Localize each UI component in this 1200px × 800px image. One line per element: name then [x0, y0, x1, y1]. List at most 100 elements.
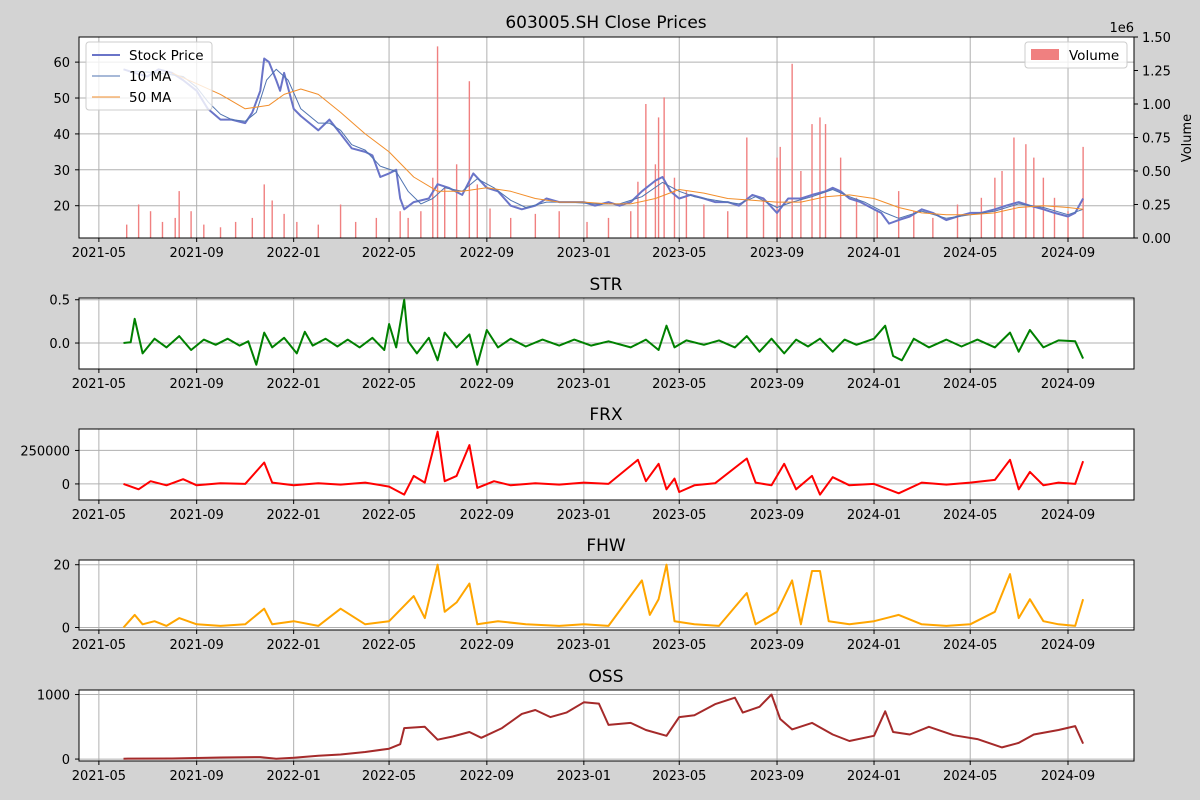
y2-tick-label: 0.00 — [1142, 232, 1171, 247]
panel-frx-xticks: 2021-05 2021-09 2022-01 2022-05 2022-09 2023-… — [72, 500, 1095, 523]
y-tick-label: 250000 — [20, 444, 70, 459]
volume-bar — [913, 211, 915, 238]
volume-bar — [776, 157, 778, 238]
x-tick-label: 2021-09 — [169, 508, 223, 523]
volume-bar — [509, 217, 512, 238]
x-tick-label: 2023-01 — [557, 508, 611, 523]
frx-line — [123, 430, 1085, 496]
x-tick-label: 2022-01 — [266, 769, 320, 784]
x-tick-label: 2023-05 — [652, 638, 706, 653]
panel-price-xticks: 2021-05 2021-09 2022-01 2022-05 2022-09 2023-… — [72, 238, 1095, 261]
x-tick-label: 2022-05 — [362, 377, 416, 392]
x-tick-label: 2024-09 — [1041, 377, 1095, 392]
y-tick-label: 0.0 — [49, 337, 70, 352]
x-tick-label: 2021-05 — [72, 377, 126, 392]
panel-oss-frame — [78, 689, 1135, 762]
panel-fhw-xticks: 2021-05 2021-09 2022-01 2022-05 2022-09 2023-… — [72, 630, 1095, 653]
x-tick-label: 2023-09 — [750, 377, 804, 392]
panel-str-frame — [78, 297, 1135, 370]
volume-bar — [407, 217, 409, 238]
y2-tick-label: 0.75 — [1142, 132, 1171, 147]
volume-bar — [339, 204, 342, 238]
panel-price-y2-label: Volume — [1180, 114, 1195, 162]
x-tick-label: 2023-01 — [557, 638, 611, 653]
50-ma-line — [171, 72, 1084, 216]
y-tick-label: 50 — [53, 92, 70, 107]
panel-price-y2ticks: 0.00 0.25 0.50 0.75 1.00 1.25 1.50 — [1134, 31, 1171, 247]
y2-tick-label: 0.50 — [1142, 165, 1171, 180]
y-tick-label: 0 — [62, 753, 70, 768]
volume-bar — [126, 224, 128, 238]
volume-bar — [468, 81, 471, 238]
x-tick-label: 2021-09 — [169, 769, 223, 784]
volume-bar — [1001, 171, 1003, 238]
volume-bar — [375, 217, 378, 238]
volume-bar — [994, 177, 996, 238]
volume-bar — [746, 137, 748, 238]
panel-oss-xticks: 2021-05 2021-09 2022-01 2022-05 2022-09 2023-… — [72, 761, 1095, 784]
volume-bar — [296, 221, 298, 238]
legend-label-volume: Volume — [1069, 48, 1119, 64]
volume-bar — [178, 191, 180, 238]
volume-bar — [1067, 211, 1069, 238]
x-tick-label: 2024-05 — [943, 638, 997, 653]
x-tick-label: 2024-01 — [847, 377, 901, 392]
volume-bar — [1025, 144, 1027, 238]
y-tick-label: 20 — [53, 200, 70, 215]
y-tick-label: 30 — [53, 164, 70, 179]
y-tick-label: 20 — [53, 559, 70, 574]
x-tick-label: 2022-05 — [362, 769, 416, 784]
x-tick-label: 2021-09 — [169, 246, 223, 261]
str-line — [123, 298, 1085, 366]
fhw-line — [122, 563, 1085, 629]
volume-bar — [1082, 146, 1084, 238]
legend-right: Volume — [1024, 41, 1128, 69]
panel-oss-yticks: 0 1000 — [37, 689, 79, 768]
volume-bar — [476, 184, 479, 238]
panel-fhw-frame — [78, 559, 1135, 631]
volume-bar — [219, 227, 222, 238]
volume-bar — [791, 63, 793, 238]
panel-price-bars — [126, 46, 1084, 238]
volume-bar — [489, 208, 491, 238]
volume-bar — [762, 197, 765, 238]
legend-label-10-ma: 10 MA — [129, 69, 172, 85]
x-tick-label: 2024-05 — [943, 769, 997, 784]
panel-fhw-yticks: 0 20 — [53, 559, 79, 636]
volume-bar — [876, 211, 878, 238]
panel-oss-title: OSS — [589, 667, 624, 687]
y-tick-label: 0 — [62, 621, 70, 636]
panel-fhw-lines — [122, 563, 1085, 629]
y-tick-label: 0.5 — [49, 294, 70, 309]
oss-line — [123, 693, 1085, 760]
panel-oss-lines — [123, 693, 1085, 760]
panel-str-grid — [79, 298, 1134, 369]
legend-right-box — [1024, 41, 1128, 69]
panel-fhw: 2021-05 2021-09 2022-01 2022-05 2022-09 2023-… — [53, 536, 1135, 653]
volume-bar — [932, 217, 934, 238]
y-tick-label: 0 — [62, 478, 70, 493]
volume-bar — [657, 117, 660, 238]
y-tick-label: 1000 — [37, 689, 70, 704]
x-tick-label: 2021-09 — [169, 377, 223, 392]
x-tick-label: 2021-05 — [72, 638, 126, 653]
volume-bar — [534, 213, 537, 238]
volume-bar — [558, 211, 560, 238]
volume-bar — [1033, 157, 1035, 238]
panel-price-yticks: 20 30 40 50 60 — [53, 56, 79, 215]
volume-bar — [607, 217, 610, 238]
panel-str-lines — [123, 298, 1085, 366]
x-tick-label: 2023-05 — [652, 508, 706, 523]
volume-bar — [839, 157, 842, 238]
x-tick-label: 2022-05 — [362, 638, 416, 653]
volume-bar — [654, 164, 657, 238]
panel-oss-border — [78, 689, 1135, 762]
volume-bar — [956, 204, 959, 238]
x-tick-label: 2022-09 — [460, 769, 514, 784]
volume-bar — [1053, 197, 1056, 238]
panel-price-y2-exponent: 1e6 — [1109, 21, 1134, 36]
x-tick-label: 2024-09 — [1041, 638, 1095, 653]
panel-str-border — [78, 297, 1135, 370]
volume-bar — [432, 177, 434, 238]
